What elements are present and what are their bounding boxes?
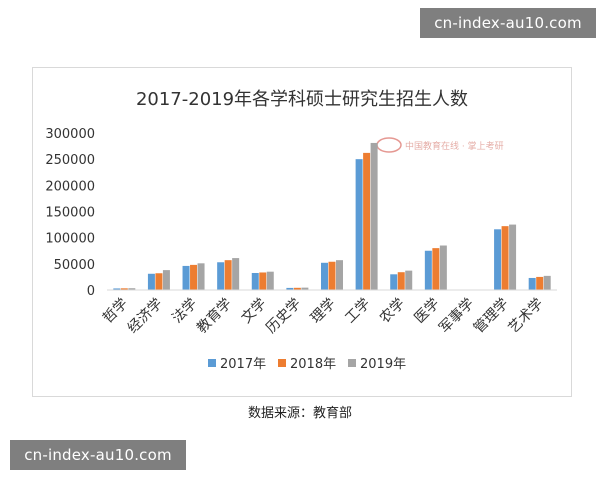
y-tick-label: 50000 [54,258,95,273]
bar [155,273,163,290]
bar [363,152,371,290]
x-tick-label: 军事学 [436,296,477,337]
bar [424,250,432,290]
x-tick-label: 哲学 [100,296,131,327]
legend-swatch [348,359,356,367]
bar [197,263,205,290]
bar [251,272,259,290]
bar [286,287,294,290]
bar [397,272,405,290]
logo-text: 中国教育在线 · 掌上考研 [405,140,504,152]
legend-label: 2019年 [360,357,406,372]
bar [405,270,413,290]
bar [128,288,136,290]
bar [293,287,301,290]
legend-label: 2018年 [290,357,336,372]
bar [501,226,509,290]
source-caption: 数据来源：教育部 [247,406,352,421]
bar [439,245,447,290]
logo-watermark: 中国教育在线 · 掌上考研 [376,137,504,153]
x-tick-label: 工学 [342,296,373,327]
x-tick-label: 农学 [377,296,408,327]
bar [217,262,225,290]
bar [509,224,517,290]
x-tick-label: 管理学 [471,296,512,337]
bar [182,265,190,290]
bar [328,261,336,290]
bar [390,274,398,290]
bar [370,142,378,290]
bar [190,264,198,290]
y-axis: 0 50000 100000 150000 200000 250000 300000 [45,127,95,299]
y-tick-label: 300000 [45,127,95,142]
bar [336,260,343,290]
legend-swatch [208,359,216,367]
chart-title: 2017-2019年各学科硕士研究生招生人数 [136,89,468,110]
x-tick-label: 历史学 [263,296,304,337]
y-tick-label: 200000 [45,179,95,194]
bar [120,288,128,290]
bar [543,275,551,290]
y-tick-label: 0 [87,284,95,299]
bar [162,270,170,290]
x-tick-label: 艺术学 [506,296,547,337]
bar [432,248,440,290]
y-tick-label: 100000 [45,232,95,247]
bar [355,159,363,290]
y-tick-label: 250000 [45,153,95,168]
legend-swatch [278,359,286,367]
x-tick-label: 经济学 [125,296,166,337]
watermark-top: cn-index-au10.com [420,8,596,38]
chart-card: 2017-2019年各学科硕士研究生招生人数 中国教育在线 · 掌上考研 0 50… [32,67,572,397]
bar [301,287,309,290]
bar [536,276,544,290]
bar [528,277,536,290]
y-tick-label: 150000 [45,206,95,221]
bar [321,262,328,290]
x-tick-label: 教育学 [194,296,235,337]
bar [232,258,240,290]
legend: 2017年 2018年 2019年 [208,357,406,372]
bars-group [113,142,551,290]
x-tick-label: 文学 [238,296,269,327]
bar [494,229,502,290]
x-tick-label: 医学 [412,296,443,327]
bar-chart: 2017-2019年各学科硕士研究生招生人数 中国教育在线 · 掌上考研 0 50… [45,89,557,372]
legend-label: 2017年 [220,357,266,372]
bar [266,271,274,290]
bar [259,272,267,290]
bar [147,273,155,290]
watermark-bottom: cn-index-au10.com [10,440,186,470]
x-tick-label: 理学 [308,296,339,327]
x-tick-label: 法学 [169,296,200,327]
bar [224,260,232,290]
bar [113,288,121,290]
